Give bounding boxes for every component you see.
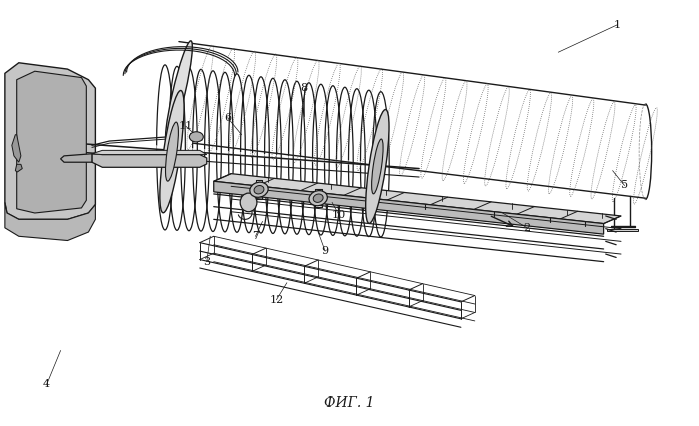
Polygon shape — [15, 164, 22, 172]
Ellipse shape — [254, 186, 264, 194]
Text: 6: 6 — [224, 113, 231, 123]
Ellipse shape — [189, 132, 203, 142]
Ellipse shape — [309, 190, 327, 206]
Ellipse shape — [372, 139, 383, 194]
Text: 8: 8 — [301, 83, 308, 93]
Text: 2: 2 — [524, 223, 531, 233]
Ellipse shape — [366, 109, 389, 223]
Text: 3: 3 — [203, 257, 210, 267]
Ellipse shape — [240, 193, 257, 212]
Polygon shape — [5, 63, 95, 219]
Polygon shape — [92, 154, 207, 167]
Text: 1: 1 — [614, 20, 621, 30]
Ellipse shape — [166, 41, 192, 144]
Text: 5: 5 — [621, 181, 628, 190]
Text: 7: 7 — [252, 231, 259, 241]
Polygon shape — [17, 71, 87, 213]
Text: 10: 10 — [332, 210, 346, 220]
Polygon shape — [92, 150, 207, 155]
Ellipse shape — [250, 182, 268, 197]
Text: 12: 12 — [269, 295, 284, 305]
Ellipse shape — [160, 90, 184, 213]
Ellipse shape — [313, 194, 323, 202]
Polygon shape — [607, 229, 638, 231]
Polygon shape — [61, 154, 92, 162]
Polygon shape — [12, 135, 21, 162]
Ellipse shape — [166, 122, 178, 181]
Text: 4: 4 — [43, 380, 50, 389]
Text: ФИГ. 1: ФИГ. 1 — [324, 396, 375, 410]
Text: 9: 9 — [322, 246, 329, 256]
Polygon shape — [5, 202, 95, 241]
Polygon shape — [214, 181, 604, 234]
Text: 11: 11 — [179, 121, 193, 131]
Polygon shape — [214, 174, 621, 224]
